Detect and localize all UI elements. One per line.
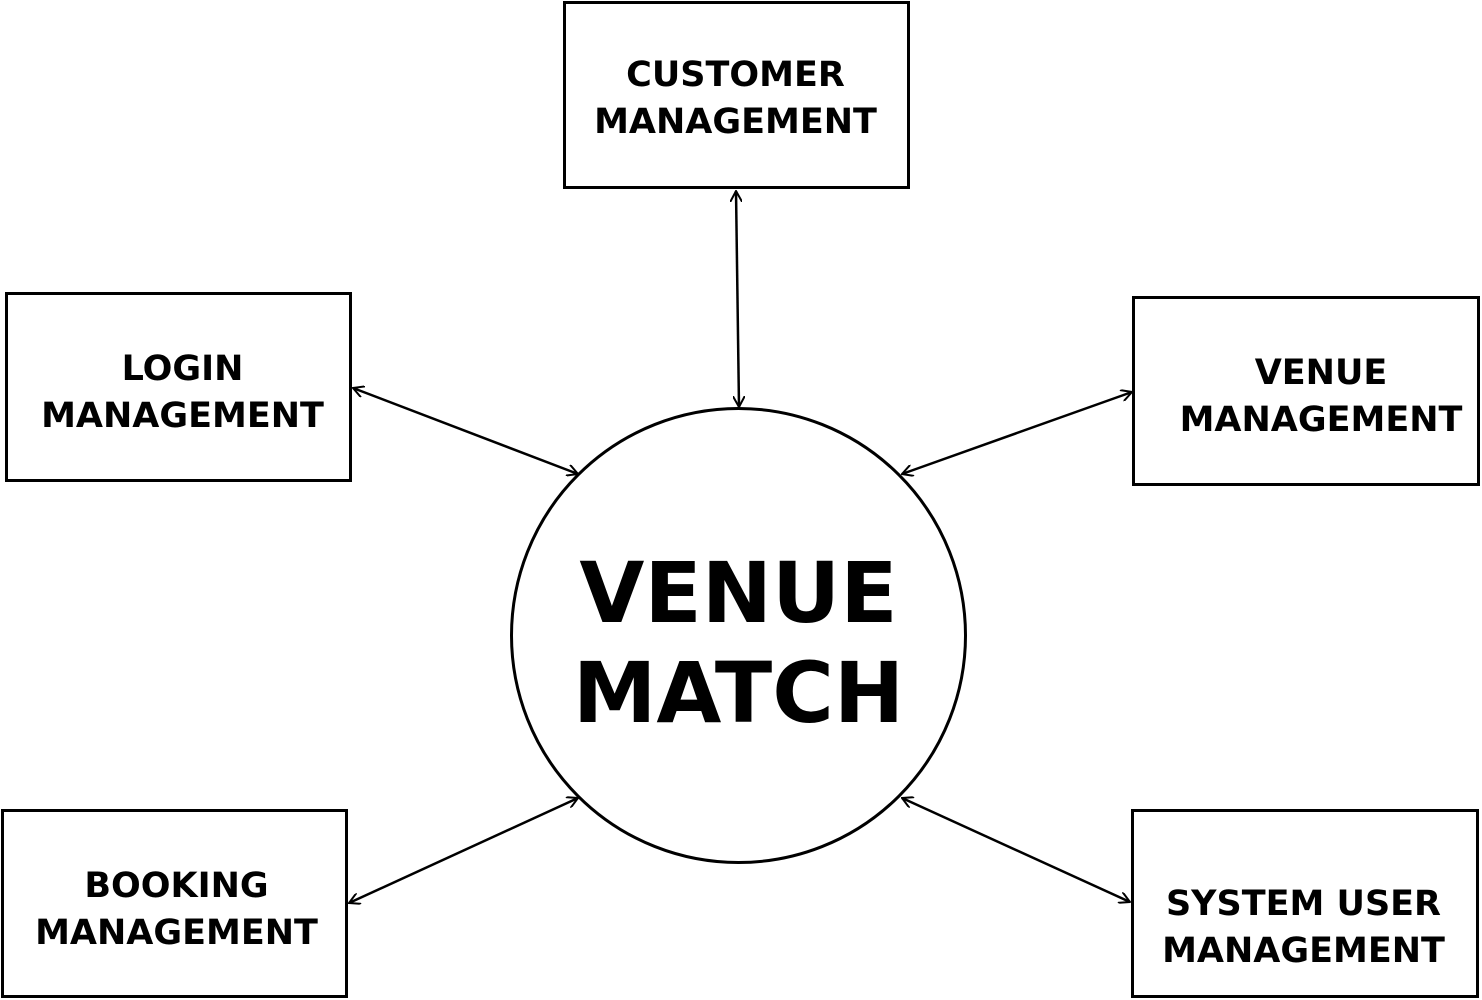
- system-user-management-label: SYSTEM USER MANAGEMENT: [1162, 883, 1445, 971]
- system-user-management-box: SYSTEM USER MANAGEMENT: [1131, 809, 1479, 998]
- connector-venue: [902, 392, 1132, 474]
- venue-match-hub: VENUE MATCH: [510, 407, 967, 864]
- connector-login: [353, 388, 578, 474]
- connector-customer: [736, 191, 739, 407]
- customer-management-box: CUSTOMER MANAGEMENT: [563, 1, 910, 189]
- venue-match-label: VENUE MATCH: [572, 543, 905, 742]
- login-management-label: LOGIN MANAGEMENT: [41, 349, 324, 436]
- connector-booking: [349, 798, 578, 903]
- connector-system-user: [902, 798, 1130, 902]
- booking-management-label: BOOKING MANAGEMENT: [35, 865, 318, 953]
- venue-management-box: VENUE MANAGEMENT: [1132, 296, 1480, 486]
- venue-management-label: VENUE MANAGEMENT: [1179, 353, 1463, 440]
- customer-management-label: CUSTOMER MANAGEMENT: [594, 55, 877, 142]
- login-management-box: LOGIN MANAGEMENT: [5, 292, 352, 482]
- booking-management-box: BOOKING MANAGEMENT: [1, 809, 348, 998]
